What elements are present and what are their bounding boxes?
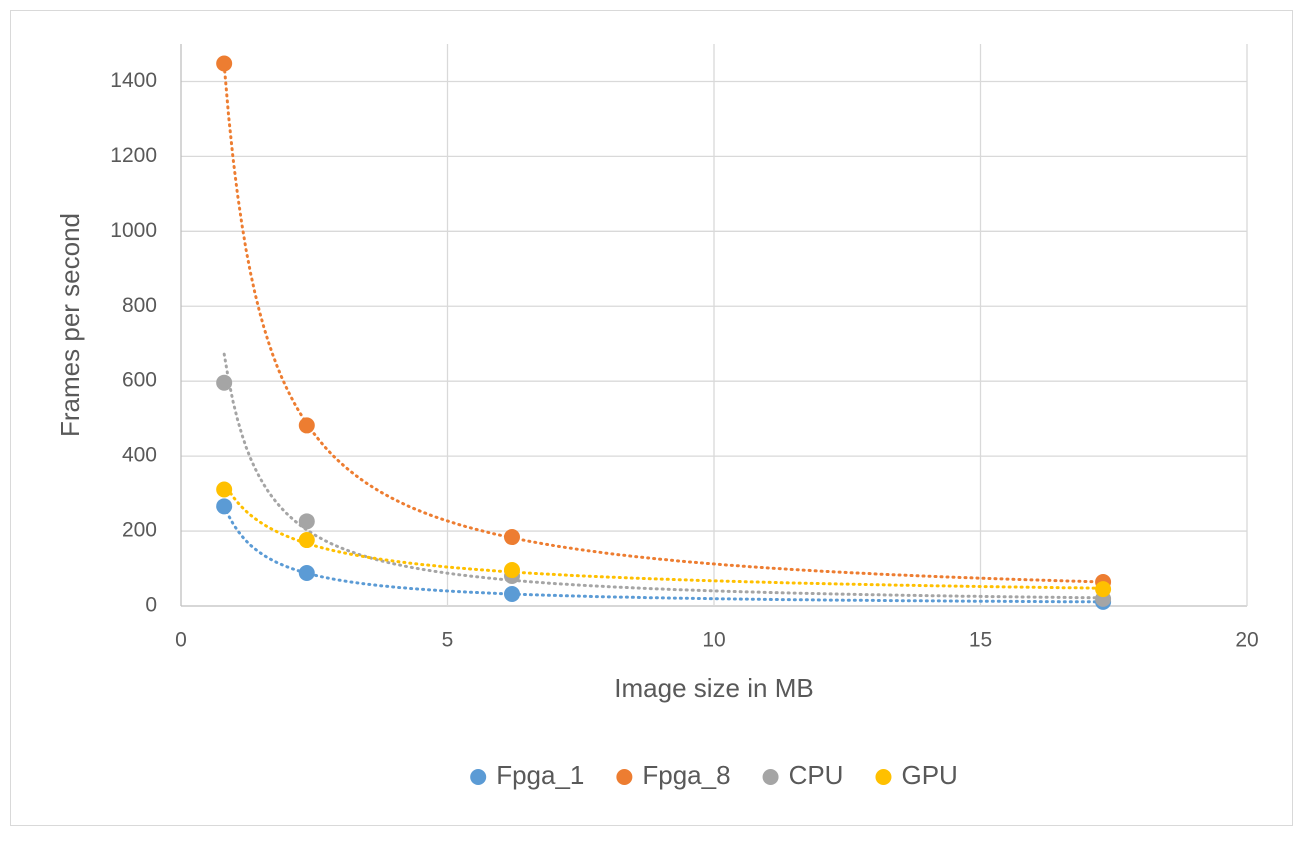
trend-line bbox=[222, 504, 1105, 604]
legend-marker bbox=[875, 769, 892, 785]
y-axis-title: Frames per second bbox=[55, 213, 85, 437]
x-tick-label: 20 bbox=[1235, 629, 1258, 652]
data-point bbox=[298, 513, 315, 530]
x-tick-label: 10 bbox=[702, 629, 725, 652]
legend-label: CPU bbox=[789, 760, 844, 790]
trend-line bbox=[222, 352, 1105, 600]
x-tick-label: 0 bbox=[175, 629, 187, 652]
data-point bbox=[298, 532, 315, 549]
data-point bbox=[503, 586, 520, 603]
x-tick-label: 15 bbox=[969, 629, 992, 652]
data-point bbox=[216, 481, 233, 498]
y-tick-label: 400 bbox=[122, 444, 157, 467]
y-tick-label: 1200 bbox=[110, 144, 157, 167]
data-point bbox=[503, 562, 520, 579]
legend-label: Fpga_8 bbox=[642, 760, 730, 790]
y-tick-label: 0 bbox=[145, 594, 157, 617]
x-tick-label: 5 bbox=[442, 629, 454, 652]
x-axis-title: Image size in MB bbox=[614, 673, 813, 703]
data-point bbox=[503, 529, 520, 546]
data-point bbox=[216, 498, 233, 515]
chart-border bbox=[10, 10, 1293, 826]
legend-label: Fpga_1 bbox=[496, 760, 584, 790]
y-tick-label: 1000 bbox=[110, 219, 157, 242]
legend-marker bbox=[616, 769, 633, 785]
trend-line bbox=[222, 481, 1105, 590]
y-tick-label: 200 bbox=[122, 519, 157, 542]
legend-marker bbox=[762, 769, 779, 785]
data-point bbox=[298, 565, 315, 582]
data-point bbox=[1095, 581, 1112, 598]
y-tick-label: 1400 bbox=[110, 69, 157, 92]
legend: Fpga_1 Fpga_8 CPU GPU bbox=[470, 760, 958, 790]
data-point bbox=[216, 55, 233, 72]
y-tick-label: 600 bbox=[122, 369, 157, 392]
y-tick-label: 800 bbox=[122, 294, 157, 317]
trend-line bbox=[222, 63, 1105, 584]
legend-marker bbox=[470, 769, 487, 785]
legend-label: GPU bbox=[901, 760, 957, 790]
data-point bbox=[298, 417, 315, 434]
data-point bbox=[216, 374, 233, 391]
